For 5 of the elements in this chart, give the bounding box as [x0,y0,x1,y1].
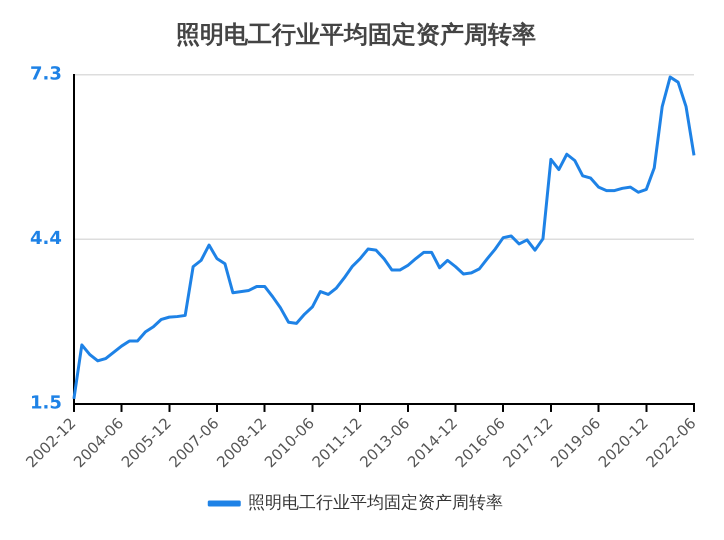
y-tick-label: 1.5 [30,392,62,414]
y-tick-label: 7.3 [30,63,62,84]
chart-title: 照明电工行业平均固定资产周转率 [176,20,536,49]
legend-label: 照明电工行业平均固定资产周转率 [248,492,503,513]
y-tick-label: 4.4 [30,228,62,250]
